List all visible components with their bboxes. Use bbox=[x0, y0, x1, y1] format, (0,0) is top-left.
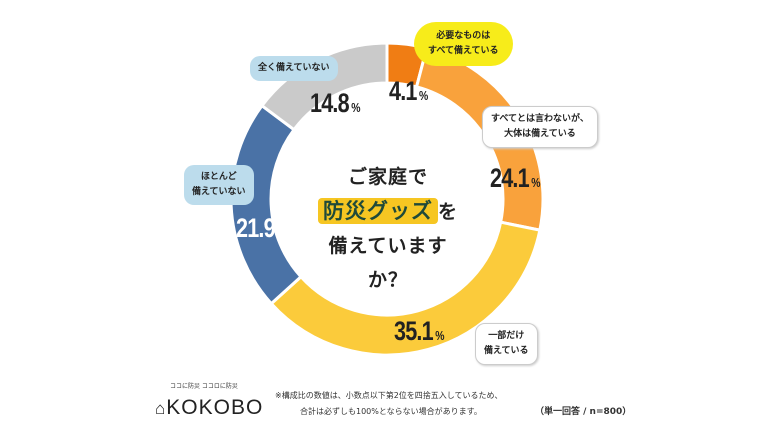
footnote-line2: 合計は必ずしも100%とならない場合があります。 bbox=[300, 407, 482, 416]
legend-label-3: ほとんど 備えていない bbox=[184, 165, 254, 205]
data-label-2: 35.1% bbox=[394, 316, 444, 346]
title-suffix: を bbox=[437, 201, 458, 223]
data-label-4: 14.8% bbox=[310, 88, 360, 118]
sample-size: （単一回答 / n=800） bbox=[535, 407, 632, 417]
legend-label-0: 必要なものは すべて備えている bbox=[414, 22, 513, 66]
footnote-line1: ※構成比の数値は、小数点以下第2位を四捨五入しているため、 bbox=[275, 391, 503, 400]
data-label-0: 4.1% bbox=[389, 76, 428, 106]
title-highlight: 防災グッズ bbox=[317, 198, 438, 224]
title-line3: 備えていますか？ bbox=[328, 235, 448, 291]
house-icon: ⌂ bbox=[155, 399, 167, 418]
logo-tagline: ココに防災 ココロに防災 bbox=[170, 383, 238, 390]
donut-slice-2 bbox=[269, 220, 542, 357]
data-label-3: 21.9% bbox=[236, 213, 286, 243]
chart-title: ご家庭で 防災グッズを 備えていますか？ bbox=[312, 160, 464, 297]
legend-label-4: 全く備えていない bbox=[250, 56, 338, 81]
data-label-1: 24.1% bbox=[490, 163, 540, 193]
legend-label-1: すべてとは言わないが、 大体は備えている bbox=[482, 106, 598, 148]
title-line1: ご家庭で bbox=[347, 166, 428, 188]
logo: ⌂KOKOBO bbox=[155, 396, 264, 419]
legend-label-2: 一部だけ 備えている bbox=[475, 323, 538, 365]
